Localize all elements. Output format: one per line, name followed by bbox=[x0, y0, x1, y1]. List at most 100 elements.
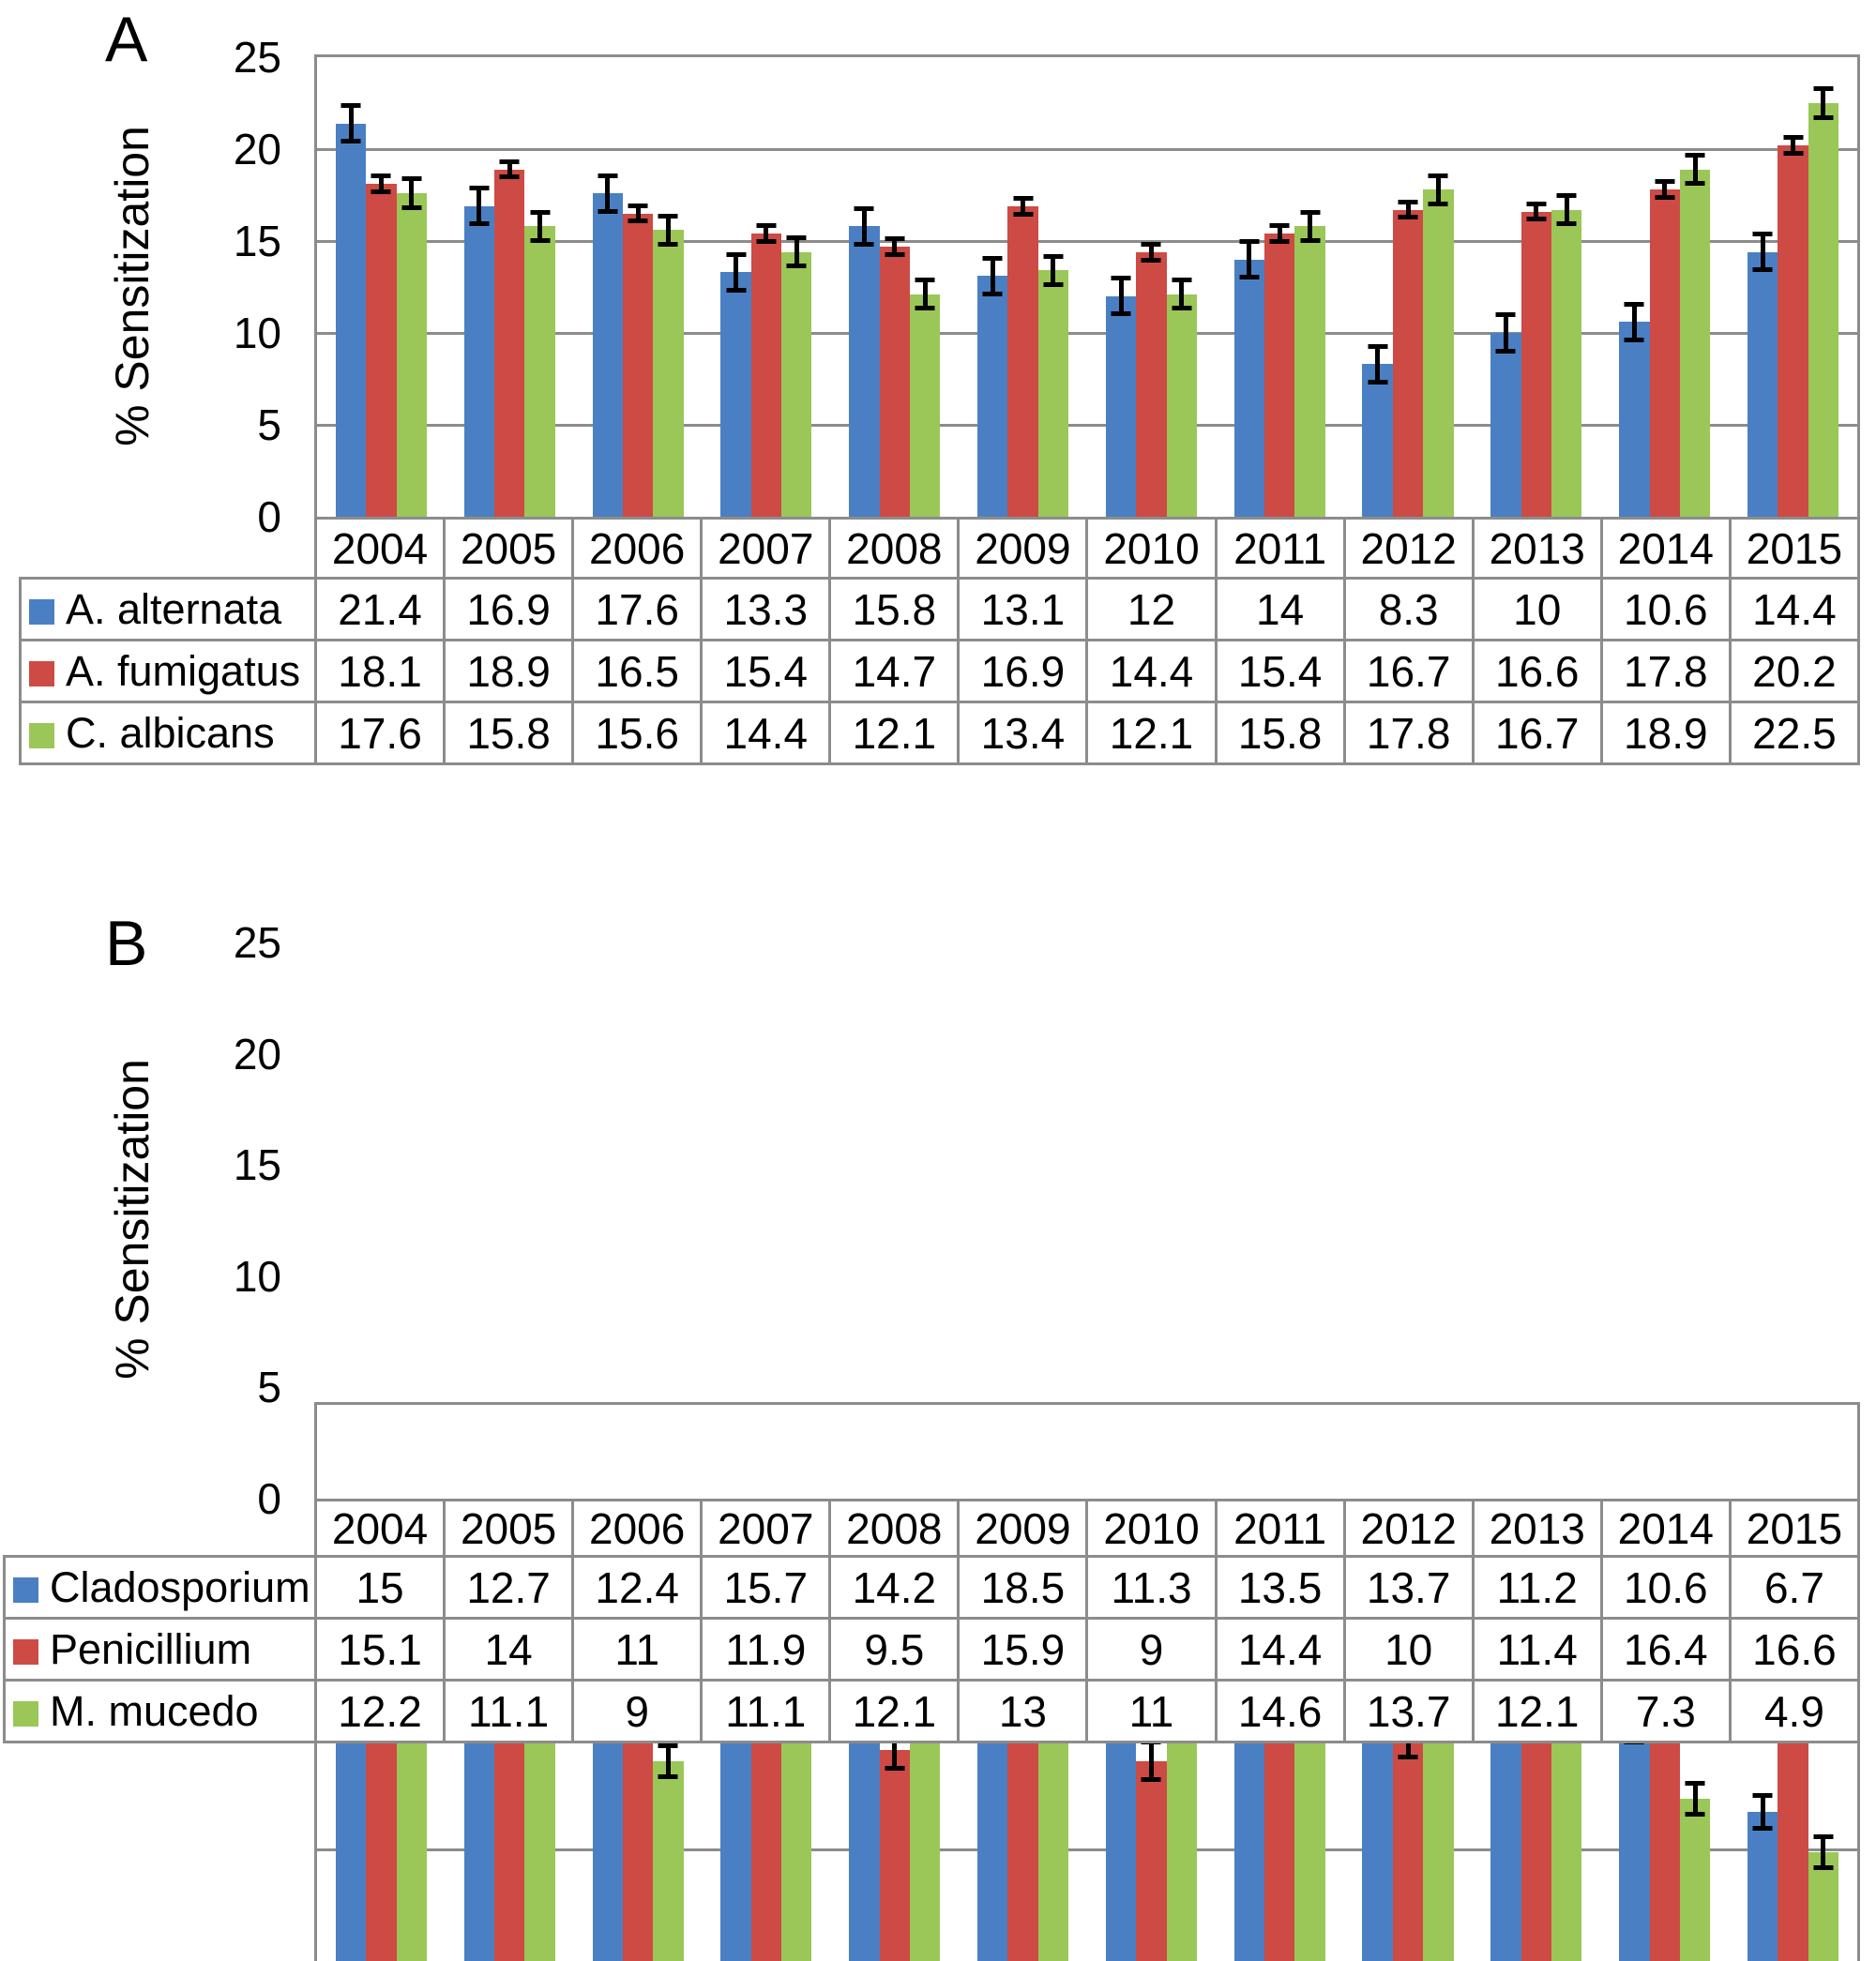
bar-slot bbox=[1679, 57, 1711, 517]
value-cell: 17.8 bbox=[1342, 701, 1475, 765]
bar-a-fumigatus-2015 bbox=[1778, 145, 1808, 517]
error-bar-line bbox=[1760, 232, 1765, 273]
years-row: 2004 2005 2006 2007 2008 2009 2010 2011 2012 2013… bbox=[5, 1499, 1861, 1558]
year-cell: 2010 bbox=[1085, 517, 1218, 580]
error-bar-line bbox=[1564, 193, 1569, 227]
value-cell: 15.6 bbox=[571, 701, 704, 765]
value-cell: 20.2 bbox=[1728, 639, 1861, 703]
bar-a-fumigatus-2007 bbox=[750, 234, 782, 517]
error-bar-cap bbox=[854, 241, 874, 247]
bar-slot bbox=[879, 57, 910, 517]
legend-color-swatch-icon bbox=[29, 598, 54, 625]
error-bar bbox=[1239, 239, 1260, 280]
bar-slot bbox=[1166, 57, 1197, 517]
bar-c-albicans-2013 bbox=[1551, 209, 1582, 517]
value-cell: 18.5 bbox=[957, 1555, 1089, 1620]
year-cell: 2012 bbox=[1342, 517, 1475, 580]
panel-a-letter: A bbox=[105, 4, 148, 75]
y-tick-label: 25 bbox=[233, 918, 281, 967]
value-cell: 16.9 bbox=[957, 639, 1089, 703]
error-bar-line bbox=[1821, 86, 1826, 120]
value-cell: 12.1 bbox=[828, 1679, 961, 1743]
error-bar bbox=[1141, 1740, 1161, 1783]
series-name: Penicillium bbox=[50, 1624, 252, 1673]
bar-penicillium-2006 bbox=[622, 1716, 654, 1961]
bar-group-2008 bbox=[830, 57, 959, 517]
error-bar-line bbox=[1662, 179, 1668, 200]
bar-group-2010 bbox=[1087, 57, 1216, 517]
bar-c-albicans-2010 bbox=[1166, 294, 1197, 517]
bar-slot bbox=[524, 57, 555, 517]
error-bar bbox=[1368, 343, 1388, 385]
value-cell: 15.7 bbox=[700, 1555, 832, 1620]
plot-area-a bbox=[314, 54, 1860, 517]
error-bar-cap bbox=[1813, 1864, 1834, 1870]
y-axis-ticks-b: 0 5 10 15 20 25 bbox=[174, 918, 281, 1523]
error-bar-cap bbox=[1398, 215, 1418, 220]
year-cell: 2013 bbox=[1471, 517, 1603, 580]
year-cell: 2012 bbox=[1342, 1499, 1475, 1558]
error-bar-line bbox=[1503, 312, 1508, 354]
value-cell: 14.4 bbox=[700, 701, 832, 765]
bar-slot bbox=[366, 57, 397, 517]
value-cell: 18.9 bbox=[443, 639, 575, 703]
bar-penicillium-2013 bbox=[1520, 1707, 1552, 1961]
bar-cluster bbox=[463, 57, 555, 517]
legend-cell-a-alternata: A. alternata bbox=[19, 577, 317, 641]
year-cell: 2005 bbox=[443, 517, 575, 580]
error-bar-cap bbox=[1813, 114, 1834, 120]
bar-cluster bbox=[1233, 57, 1325, 517]
error-bar-line bbox=[1021, 196, 1026, 217]
error-bar-line bbox=[1375, 343, 1381, 385]
y-axis-title-b: % Sensitization bbox=[89, 943, 175, 1496]
year-cell: 2007 bbox=[700, 517, 832, 580]
bar-slot bbox=[592, 57, 623, 517]
error-bar-line bbox=[794, 235, 799, 269]
y-axis-title-a: % Sensitization bbox=[89, 57, 175, 514]
bar-a-fumigatus-2014 bbox=[1649, 189, 1680, 517]
error-bar-line bbox=[665, 213, 671, 247]
value-cell: 7.3 bbox=[1599, 1679, 1732, 1743]
error-bar-line bbox=[764, 223, 769, 244]
bar-cladosporium-2013 bbox=[1490, 1712, 1521, 1961]
gridline bbox=[317, 331, 1857, 335]
value-cell: 15 bbox=[313, 1555, 446, 1620]
series-name: C. albicans bbox=[66, 708, 275, 757]
bar-slot bbox=[909, 57, 941, 517]
legend-color-swatch-icon bbox=[29, 722, 54, 748]
error-bar-line bbox=[378, 173, 384, 195]
error-bar-line bbox=[1051, 253, 1056, 287]
error-bar-cap bbox=[1428, 201, 1448, 206]
value-cell: 9 bbox=[571, 1679, 704, 1743]
bar-a-alternata-2013 bbox=[1490, 333, 1521, 517]
bar-a-alternata-2010 bbox=[1105, 295, 1137, 517]
bar-penicillium-2012 bbox=[1392, 1738, 1424, 1961]
bar-slot bbox=[1808, 57, 1839, 517]
error-bar-cap bbox=[756, 238, 777, 244]
value-cell: 13 bbox=[957, 1679, 1089, 1743]
error-bar-line bbox=[1277, 223, 1282, 244]
y-axis-title-b-text: % Sensitization bbox=[106, 1059, 159, 1380]
error-bar bbox=[1655, 179, 1675, 200]
legend-color-swatch-icon bbox=[29, 660, 54, 686]
value-cell: 12 bbox=[1085, 577, 1218, 641]
error-bar bbox=[915, 278, 935, 311]
value-cell: 16.5 bbox=[571, 639, 704, 703]
bar-a-fumigatus-2012 bbox=[1392, 209, 1424, 517]
series-name: Cladosporium bbox=[50, 1562, 310, 1611]
value-cell: 16.9 bbox=[443, 577, 575, 641]
error-bar bbox=[885, 236, 905, 257]
bar-cluster bbox=[1362, 57, 1454, 517]
error-bar bbox=[371, 173, 391, 195]
bar-slot bbox=[1423, 57, 1454, 517]
bar-c-albicans-2012 bbox=[1423, 189, 1454, 517]
error-bar bbox=[658, 1742, 678, 1779]
value-cell: 16.7 bbox=[1471, 701, 1603, 765]
value-cell: 12.2 bbox=[313, 1679, 446, 1743]
error-bar-line bbox=[605, 173, 611, 214]
error-bar-cap bbox=[786, 264, 807, 269]
bar-group-2005 bbox=[446, 57, 574, 517]
error-bar bbox=[1685, 1780, 1705, 1817]
error-bar-cap bbox=[1043, 282, 1064, 287]
error-bar-cap bbox=[1239, 275, 1260, 280]
